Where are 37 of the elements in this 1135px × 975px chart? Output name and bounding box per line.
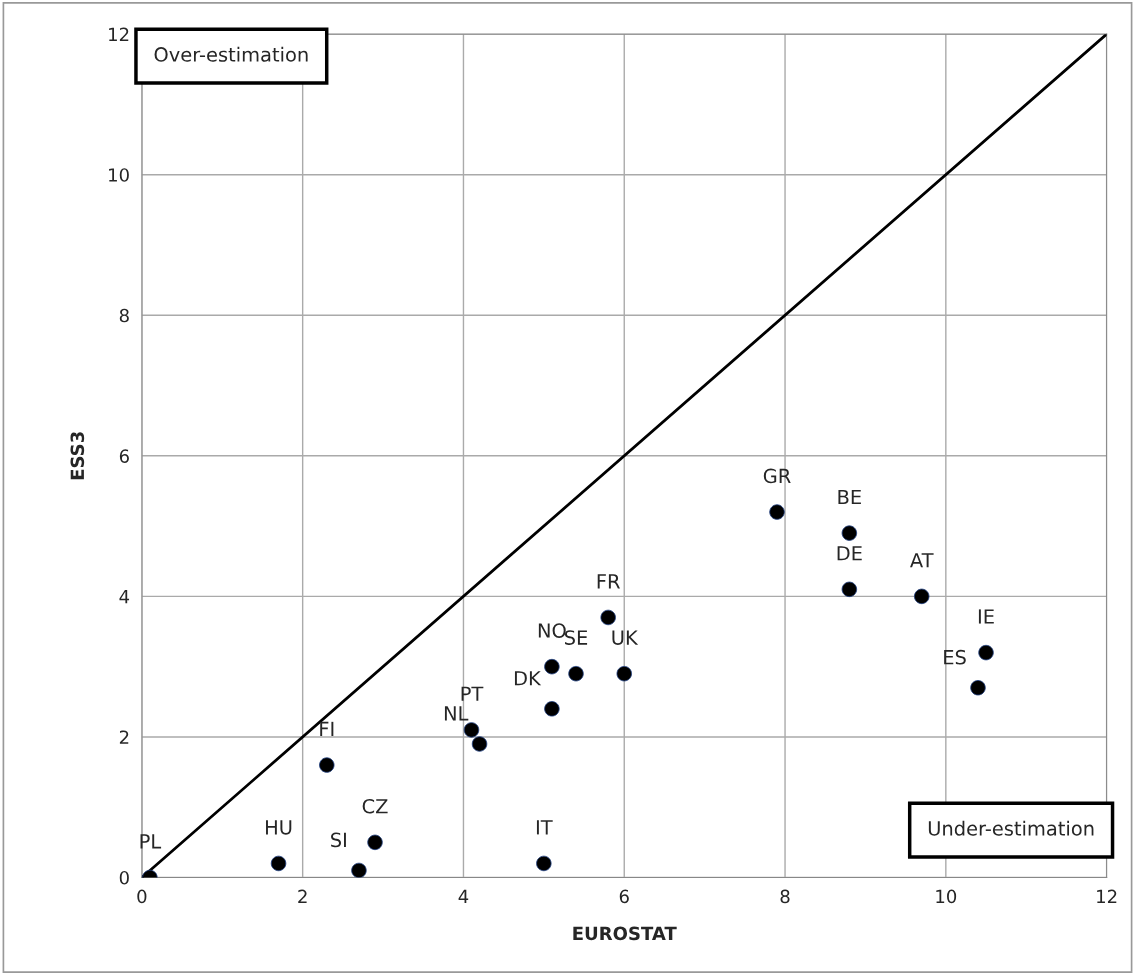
x-tick-label: 10 [936,889,957,904]
x-axis-title: EUROSTAT [573,926,677,941]
y-axis-title: ESS3 [70,432,85,480]
annotation: UK [612,630,639,645]
y-tick-label: 2 [119,730,129,744]
annotation: GR [763,468,791,484]
annotation: HU [266,820,292,835]
annotation: DK [514,671,542,686]
x-tick-label: 8 [780,889,790,904]
y-tick-label: 4 [119,590,130,604]
annotation: ES [944,649,966,665]
annotation: AT [910,553,934,568]
annotation: NL [444,706,469,721]
annotation: CZ [362,798,388,814]
annotation: Under-estimation [928,820,1094,836]
y-tick-label: 8 [119,308,129,323]
x-tick-label: 0 [137,889,147,904]
annotation: NO [538,623,566,638]
annotation: IE [978,609,994,624]
annotation: Over-estimation [154,46,308,62]
annotation: DE [837,546,862,561]
y-tick-label: 12 [109,27,129,41]
annotation: SE [564,630,588,645]
annotation: PT [461,686,484,701]
x-tick-label: 2 [298,889,307,904]
y-tick-label: 6 [119,449,129,463]
annotation: IT [536,820,553,835]
x-tick-label: 12 [1097,889,1117,904]
annotation: SI [331,832,346,848]
annotation: PL [140,834,162,849]
y-tick-label: 10 [109,168,129,182]
annotation: FR [597,574,620,589]
annotation: BE [838,489,861,505]
x-tick-label: 6 [619,889,629,904]
y-tick-label: 0 [119,870,129,885]
x-tick-label: 4 [458,889,469,904]
annotation: FI [320,721,334,737]
